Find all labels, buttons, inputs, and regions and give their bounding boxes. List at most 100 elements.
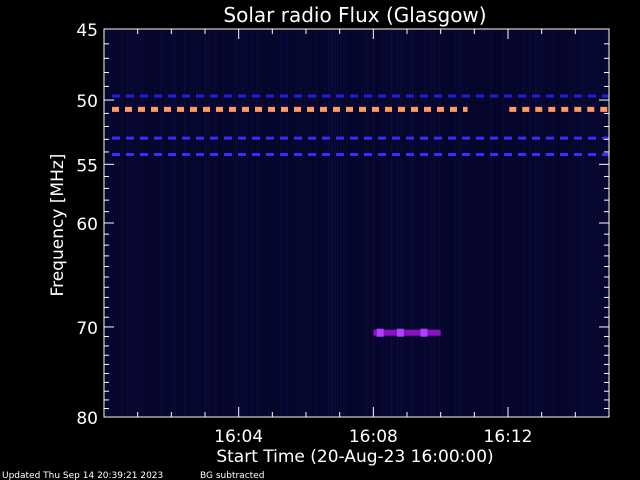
- frequency-bands-layer: [112, 94, 609, 156]
- noise-streak: [394, 30, 396, 416]
- noise-streak: [547, 30, 549, 416]
- noise-streak: [400, 30, 402, 416]
- noise-streak: [499, 30, 501, 416]
- x-tick-label: 16:08: [349, 427, 398, 447]
- noise-streak: [481, 30, 483, 416]
- noise-streak: [550, 30, 552, 416]
- noise-streak: [460, 30, 462, 416]
- noise-streak: [568, 30, 570, 416]
- noise-streak: [442, 30, 444, 416]
- noise-streak: [544, 30, 546, 416]
- noise-streak: [469, 30, 471, 416]
- noise-streak: [475, 30, 477, 416]
- footer-updated: Updated Thu Sep 14 20:39:21 2023: [2, 471, 163, 480]
- noise-streak: [412, 30, 414, 416]
- noise-streak: [271, 30, 273, 416]
- noise-streak: [517, 30, 519, 416]
- noise-streak: [589, 30, 591, 416]
- noise-streak: [145, 30, 147, 416]
- noise-streak: [574, 30, 576, 416]
- noise-streak: [385, 30, 387, 416]
- noise-streak: [205, 30, 207, 416]
- footer-bg-note: BG subtracted: [200, 471, 264, 480]
- noise-streak: [583, 30, 585, 416]
- noise-streak: [592, 30, 594, 416]
- noise-streak: [193, 30, 195, 416]
- noise-streak: [577, 30, 579, 416]
- noise-streak: [304, 30, 306, 416]
- radio-burst-core: [396, 328, 404, 337]
- noise-streak: [127, 30, 129, 416]
- noise-streak: [553, 30, 555, 416]
- noise-streak: [370, 30, 372, 416]
- noise-streak: [124, 30, 126, 416]
- noise-streak: [178, 30, 180, 416]
- noise-streak: [349, 30, 351, 416]
- noise-streak: [556, 30, 558, 416]
- noise-streak: [262, 30, 264, 416]
- noise-streak: [559, 30, 561, 416]
- noise-streak: [493, 30, 495, 416]
- noise-streak: [358, 30, 360, 416]
- noise-streak: [505, 30, 507, 416]
- noise-streak: [409, 30, 411, 416]
- noise-streak: [496, 30, 498, 416]
- noise-streak: [463, 30, 465, 416]
- noise-streak: [598, 30, 600, 416]
- noise-streak: [139, 30, 141, 416]
- noise-streak: [520, 30, 522, 416]
- noise-streak: [133, 30, 135, 416]
- noise-streak: [115, 30, 117, 416]
- noise-streak: [229, 30, 231, 416]
- noise-streak: [298, 30, 300, 416]
- x-axis-label: Start Time (20-Aug-23 16:00:00): [216, 447, 493, 467]
- noise-streak: [211, 30, 213, 416]
- radio-burst-core: [420, 328, 428, 337]
- noise-streak: [277, 30, 279, 416]
- noise-streak: [190, 30, 192, 416]
- noise-streak: [328, 30, 330, 416]
- noise-streak: [382, 30, 384, 416]
- noise-streak: [562, 30, 564, 416]
- x-axis-ticks: 16:04 16:08 16:12: [137, 29, 576, 447]
- noise-streak: [487, 30, 489, 416]
- noise-streak: [157, 30, 159, 416]
- noise-streak: [490, 30, 492, 416]
- noise-streak: [244, 30, 246, 416]
- noise-streak: [223, 30, 225, 416]
- noise-streak: [118, 30, 120, 416]
- radio-burst-core: [376, 328, 384, 337]
- noise-streak: [130, 30, 132, 416]
- noise-streak: [436, 30, 438, 416]
- noise-streak: [220, 30, 222, 416]
- noise-streak: [202, 30, 204, 416]
- noise-streak: [250, 30, 252, 416]
- noise-streak: [313, 30, 315, 416]
- noise-streak: [373, 30, 375, 416]
- noise-streak: [301, 30, 303, 416]
- noise-streak: [331, 30, 333, 416]
- noise-streak: [502, 30, 504, 416]
- noise-streak: [322, 30, 324, 416]
- noise-streak: [274, 30, 276, 416]
- noise-streak: [535, 30, 537, 416]
- y-tick-label: 55: [76, 156, 98, 176]
- noise-streak: [148, 30, 150, 416]
- noise-streak: [172, 30, 174, 416]
- noise-streak: [334, 30, 336, 416]
- x-tick-label: 16:04: [214, 427, 263, 447]
- noise-streak: [466, 30, 468, 416]
- noise-streak: [316, 30, 318, 416]
- noise-streak: [253, 30, 255, 416]
- noise-streak: [415, 30, 417, 416]
- noise-streak: [430, 30, 432, 416]
- noise-background: [105, 30, 608, 416]
- y-axis-ticks: 45 50 55 60 70 80: [76, 21, 609, 429]
- noise-streak: [187, 30, 189, 416]
- background-noise-layer: [105, 30, 609, 416]
- noise-streak: [376, 30, 378, 416]
- y-tick-label: 80: [76, 409, 98, 429]
- noise-streak: [565, 30, 567, 416]
- y-tick-label: 60: [76, 215, 98, 235]
